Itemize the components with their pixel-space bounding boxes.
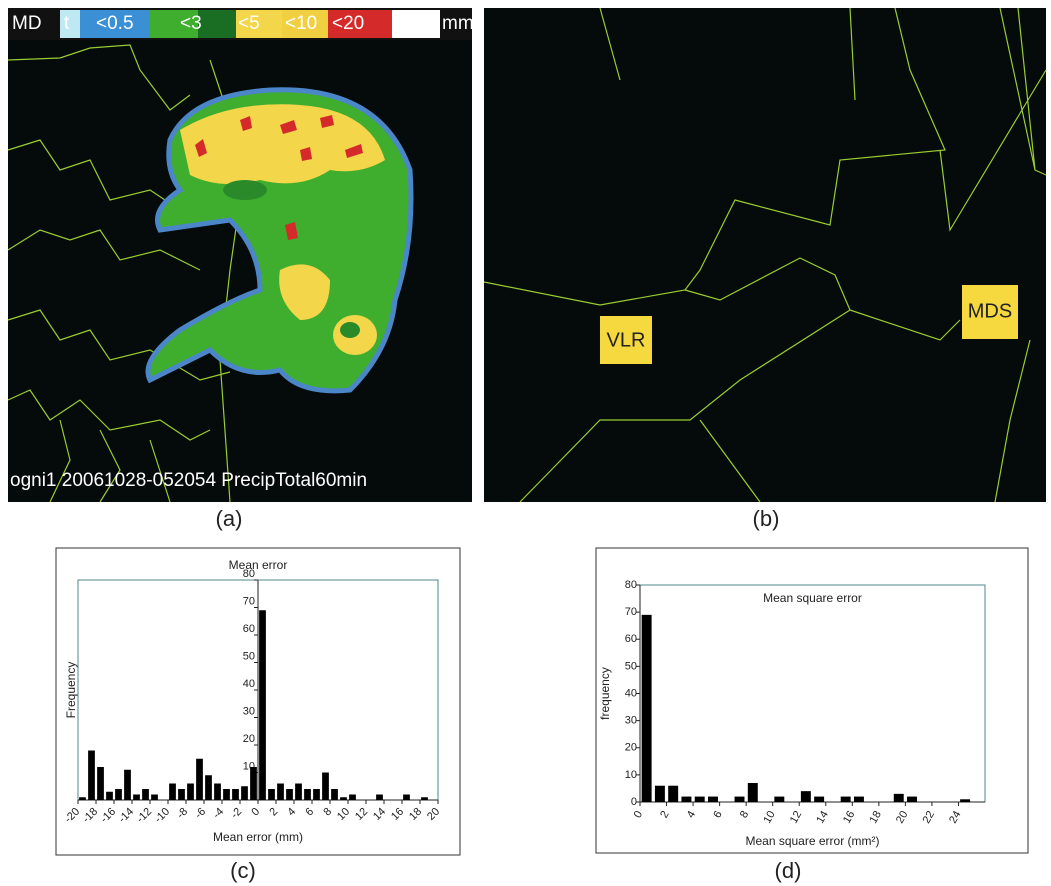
- x-axis-title: Mean error (mm): [213, 830, 303, 844]
- y-tick-label: 20: [625, 742, 637, 754]
- bar: [854, 797, 864, 802]
- image-footer: ogni1 20061028-052054 PrecipTotal60min: [10, 470, 367, 491]
- bar: [241, 786, 248, 800]
- legend-swatch: [392, 10, 440, 38]
- bar: [79, 797, 86, 800]
- bar: [668, 786, 678, 802]
- bar: [894, 794, 904, 802]
- bar: [268, 789, 275, 800]
- y-tick-label: 40: [243, 678, 255, 690]
- bar: [97, 767, 104, 800]
- bar: [169, 784, 176, 801]
- legend-label: <0.5: [96, 13, 134, 34]
- bar: [115, 789, 122, 800]
- legend-label: t: [64, 13, 70, 34]
- bar: [642, 615, 652, 802]
- bar: [376, 795, 383, 801]
- caption: (a): [216, 506, 243, 531]
- bar: [322, 773, 329, 801]
- bar: [178, 789, 185, 800]
- bar: [801, 791, 811, 802]
- y-tick-label: 20: [243, 733, 255, 745]
- bar: [223, 789, 230, 800]
- y-tick-label: 30: [625, 715, 637, 727]
- bar: [151, 795, 158, 801]
- map-background: [484, 8, 1046, 502]
- y-tick-label: 10: [625, 769, 637, 781]
- bar: [695, 797, 705, 802]
- chart-title: Mean square error: [763, 591, 862, 605]
- bar: [960, 799, 970, 802]
- legend-swatch: [60, 10, 80, 38]
- legend-label: MD: [12, 13, 42, 34]
- station-label: VLR: [607, 329, 646, 351]
- y-tick-label: 80: [625, 579, 637, 591]
- legend-label: <20: [332, 13, 364, 34]
- bar: [349, 795, 356, 801]
- bar: [286, 789, 293, 800]
- bar: [655, 786, 665, 802]
- y-tick-label: 50: [243, 650, 255, 662]
- bar: [196, 759, 203, 800]
- legend-swatch: [198, 10, 236, 38]
- y-tick-label: 30: [243, 705, 255, 717]
- y-tick-label: 0: [631, 796, 637, 808]
- bar: [124, 770, 131, 800]
- legend-label: <10: [285, 13, 317, 34]
- bar: [814, 797, 824, 802]
- bar: [187, 784, 194, 801]
- bar: [708, 797, 718, 802]
- bar: [142, 789, 149, 800]
- bar: [774, 797, 784, 802]
- y-axis-title: Frequency: [64, 662, 78, 719]
- legend-label: <3: [180, 13, 202, 34]
- chart-title: Mean error: [229, 558, 288, 572]
- legend-label: mm: [442, 13, 474, 34]
- legend-label: <5: [238, 13, 260, 34]
- bar: [259, 610, 266, 800]
- bar: [88, 751, 95, 801]
- bar: [748, 783, 758, 802]
- bar: [304, 789, 311, 800]
- y-tick-label: 60: [243, 623, 255, 635]
- bar: [735, 797, 745, 802]
- y-tick-label: 40: [625, 687, 637, 699]
- bar: [106, 792, 113, 800]
- radar-panel: MD t <0.5 <3 <5 <10 <20 mm ogni1 2006102…: [8, 8, 474, 502]
- bar: [277, 784, 284, 801]
- map-panel: VLR MDS: [484, 8, 1046, 502]
- bar: [232, 789, 239, 800]
- y-tick-label: 70: [243, 595, 255, 607]
- y-axis-title: frequency: [598, 667, 612, 720]
- bar: [133, 795, 140, 801]
- bar: [250, 767, 257, 800]
- bar: [421, 797, 428, 800]
- y-tick-label: 60: [625, 633, 637, 645]
- y-tick-label: 70: [625, 606, 637, 618]
- caption: (c): [230, 858, 256, 883]
- caption: (b): [753, 506, 780, 531]
- bar: [403, 795, 410, 801]
- x-axis-title: Mean square error (mm²): [745, 834, 879, 848]
- bar: [841, 797, 851, 802]
- caption: (d): [775, 858, 802, 883]
- bar: [907, 797, 917, 802]
- y-tick-label: 50: [625, 660, 637, 672]
- bar: [340, 797, 347, 800]
- figure: MD t <0.5 <3 <5 <10 <20 mm ogni1 2006102…: [0, 0, 1051, 886]
- bar: [681, 797, 691, 802]
- station-label: MDS: [968, 300, 1012, 322]
- bar: [331, 789, 338, 800]
- bar: [205, 775, 212, 800]
- bar: [295, 784, 302, 801]
- bar: [313, 789, 320, 800]
- bar: [214, 784, 221, 801]
